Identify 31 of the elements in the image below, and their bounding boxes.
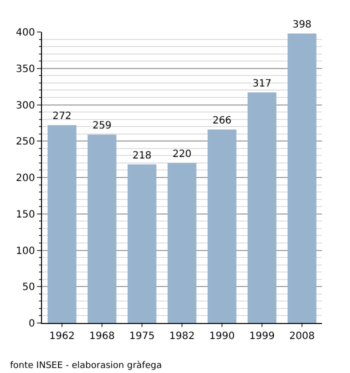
data-label: 220 <box>172 148 192 160</box>
data-label: 259 <box>92 120 112 132</box>
source-note: fonte INSEE - elaborasion gràfega <box>10 360 162 371</box>
y-tick-label: 250 <box>16 136 35 148</box>
x-tick-label: 1982 <box>169 331 195 342</box>
y-tick-label: 150 <box>16 209 35 220</box>
x-tick-label: 1975 <box>129 331 155 342</box>
y-tick-label: 300 <box>16 100 35 112</box>
bar <box>128 164 156 323</box>
data-label: 272 <box>52 111 72 122</box>
data-label: 398 <box>292 19 312 30</box>
bar <box>248 92 276 323</box>
data-label: 266 <box>212 115 232 126</box>
x-tick-label: 1968 <box>89 331 115 342</box>
bar <box>168 162 196 323</box>
y-tick-label: 100 <box>16 246 35 257</box>
bar <box>88 134 116 323</box>
bar <box>288 33 316 323</box>
y-tick-label: 400 <box>16 28 35 38</box>
bar <box>208 129 236 323</box>
data-label: 317 <box>252 78 272 90</box>
y-tick-label: 200 <box>16 173 35 184</box>
y-tick-label: 0 <box>28 318 35 330</box>
y-tick-label: 50 <box>22 282 35 294</box>
x-tick-label: 1990 <box>209 331 235 342</box>
data-label: 218 <box>132 150 152 162</box>
x-tick-label: 1999 <box>249 331 275 342</box>
bar <box>48 125 76 323</box>
x-tick-label: 1962 <box>49 331 75 342</box>
x-tick-label: 2008 <box>289 331 315 342</box>
y-tick-label: 350 <box>16 64 35 75</box>
